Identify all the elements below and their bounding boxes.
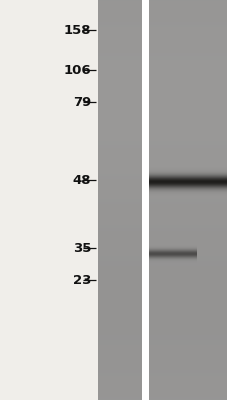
Text: 158: 158	[63, 24, 91, 36]
Text: 106: 106	[63, 64, 91, 76]
Bar	[142, 0, 149, 400]
Text: 48: 48	[72, 174, 91, 186]
Text: 23: 23	[72, 274, 91, 286]
Text: 79: 79	[73, 96, 91, 108]
Text: 35: 35	[72, 242, 91, 254]
